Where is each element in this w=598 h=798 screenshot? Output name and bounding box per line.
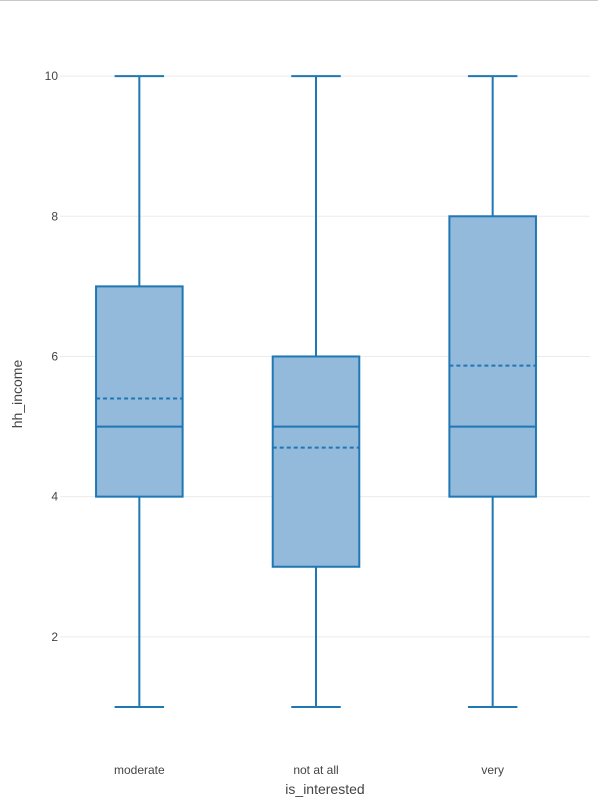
y-tick-labels: 2 4 6 8 10 xyxy=(45,69,59,644)
box-very xyxy=(448,75,537,708)
y-tick-label-10: 10 xyxy=(45,69,59,83)
x-tick-label-not-at-all: not at all xyxy=(293,763,338,777)
boxes xyxy=(95,75,537,708)
box-moderate xyxy=(95,75,184,708)
y-tick-label-8: 8 xyxy=(51,209,58,223)
y-tick-label-4: 4 xyxy=(51,490,58,504)
box-not-at-all xyxy=(271,75,361,708)
iqr-box xyxy=(448,215,537,498)
top-border xyxy=(0,0,598,1)
iqr-box xyxy=(95,285,184,498)
x-tick-labels: moderate not at all very xyxy=(114,763,504,777)
iqr-box xyxy=(271,355,361,568)
y-tick-label-2: 2 xyxy=(51,630,58,644)
x-tick-label-very: very xyxy=(481,763,504,777)
y-tick-label-6: 6 xyxy=(51,349,58,363)
y-axis-title: hh_income xyxy=(9,360,25,429)
x-axis-title: is_interested xyxy=(285,781,364,797)
x-tick-label-moderate: moderate xyxy=(114,763,165,777)
